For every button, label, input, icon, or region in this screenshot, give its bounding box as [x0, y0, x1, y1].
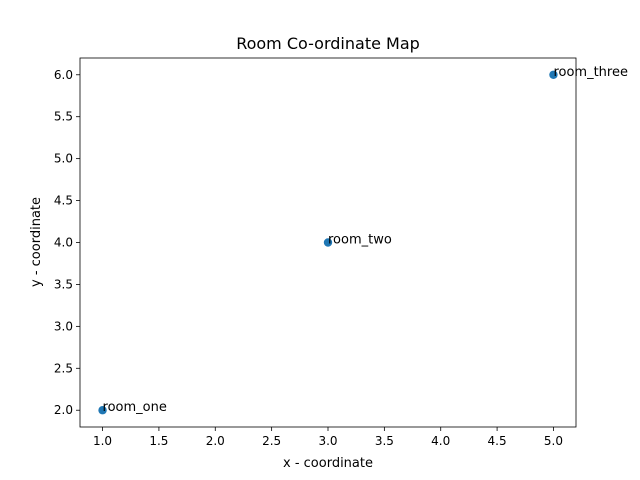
data-point-room-three [549, 70, 558, 79]
data-point-room-one [98, 406, 107, 415]
x-axis-label: x - coordinate [283, 456, 373, 471]
x-tick-label: 3.5 [375, 434, 394, 448]
plot-area: 1.0 1.5 2.0 2.5 3.0 3.5 4.0 4.5 5.0 2.0 2.5 3.0 3.5 4… [54, 57, 628, 448]
y-tick-label: 2.0 [54, 403, 73, 417]
y-tick-label: 4.5 [54, 194, 73, 208]
y-tick-label: 5.5 [54, 110, 73, 124]
y-tick-label: 2.5 [54, 361, 73, 375]
x-tick-label: 3.0 [318, 434, 337, 448]
x-tick-label: 4.0 [431, 434, 450, 448]
chart-title: Room Co-ordinate Map [236, 34, 420, 53]
y-tick-label: 3.5 [54, 277, 73, 291]
x-tick-label: 4.5 [488, 434, 507, 448]
point-label-room-two: room_two [328, 233, 392, 248]
point-label-room-one: room_one [103, 400, 167, 415]
x-tick-label: 1.0 [93, 434, 112, 448]
x-tick-label: 5.0 [544, 434, 563, 448]
point-label-room-three: room_three [553, 65, 628, 80]
x-tick-label: 1.5 [149, 434, 168, 448]
y-tick-label: 4.0 [54, 236, 73, 250]
y-tick-label: 6.0 [54, 68, 73, 82]
y-tick-label: 5.0 [54, 152, 73, 166]
data-point-room-two [323, 238, 333, 247]
x-tick-label: 2.0 [206, 434, 225, 448]
y-tick-label: 3.0 [54, 319, 73, 333]
y-axis-label: y - coordinate [29, 197, 44, 287]
x-tick-label: 2.5 [262, 434, 281, 448]
